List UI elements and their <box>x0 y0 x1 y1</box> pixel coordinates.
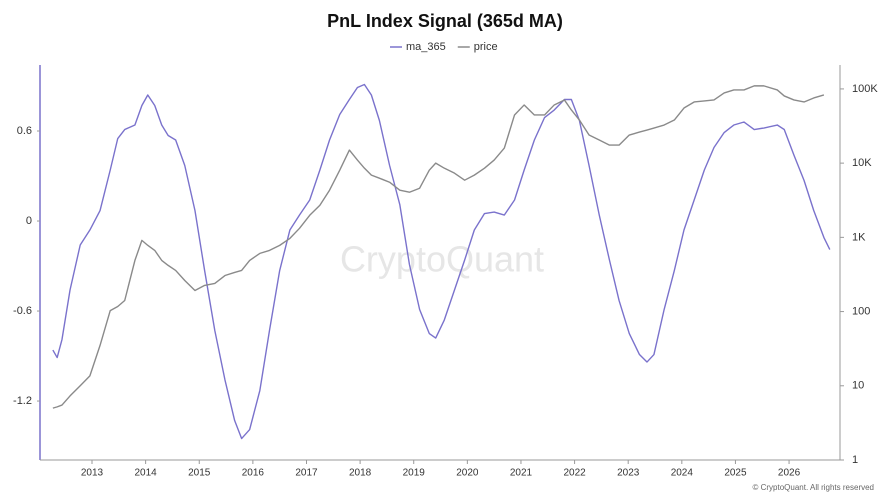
y-tick-label: 0 <box>26 215 32 227</box>
series-line <box>52 83 831 440</box>
y-tick-label: -1.2 <box>13 395 32 407</box>
x-tick-label: 2024 <box>671 468 694 479</box>
series-line <box>52 85 825 409</box>
y2-tick-label: 1 <box>852 454 858 466</box>
chart-title: PnL Index Signal (365d MA) <box>327 11 563 31</box>
y2-tick-label: 100 <box>852 305 870 317</box>
x-tick-label: 2016 <box>242 468 265 479</box>
y-tick-label: 0.6 <box>17 125 32 137</box>
x-tick-label: 2020 <box>456 468 479 479</box>
x-tick-label: 2026 <box>778 468 801 479</box>
y2-tick-label: 100K <box>852 83 878 95</box>
y-tick-label: -0.6 <box>13 305 32 317</box>
x-tick-label: 2022 <box>563 468 586 479</box>
legend-label: ma_365 <box>406 41 446 53</box>
x-tick-label: 2013 <box>81 468 104 479</box>
y2-tick-label: 10K <box>852 157 872 169</box>
x-tick-label: 2017 <box>295 468 318 479</box>
watermark: CryptoQuant <box>340 239 544 280</box>
footer: © CryptoQuant. All rights reserved <box>753 483 875 492</box>
x-tick-label: 2014 <box>135 468 158 479</box>
x-tick-label: 2025 <box>724 468 747 479</box>
x-tick-label: 2019 <box>403 468 426 479</box>
x-tick-label: 2015 <box>188 468 211 479</box>
y2-tick-label: 1K <box>852 231 866 243</box>
x-tick-label: 2021 <box>510 468 533 479</box>
x-tick-label: 2023 <box>617 468 640 479</box>
legend-label: price <box>474 41 498 53</box>
x-tick-label: 2018 <box>349 468 372 479</box>
y2-tick-label: 10 <box>852 380 864 392</box>
